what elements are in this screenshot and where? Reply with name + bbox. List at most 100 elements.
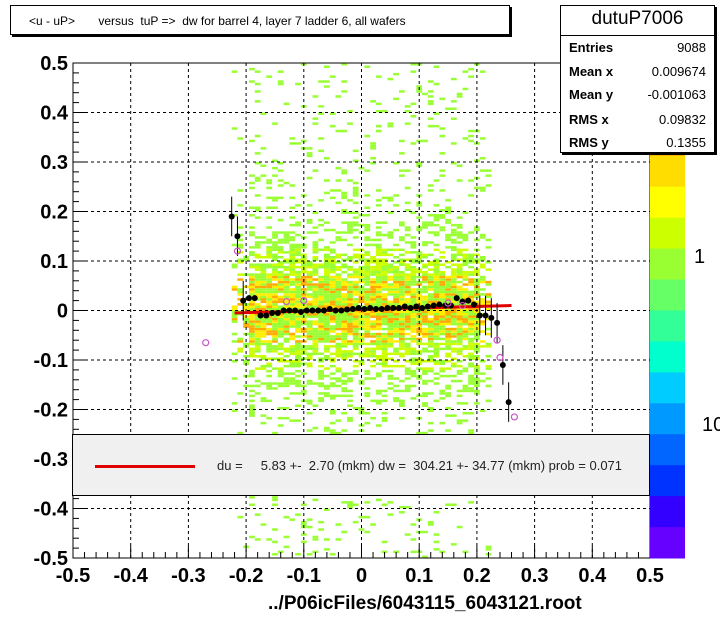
heatmap-cell xyxy=(427,317,434,321)
heatmap-cell xyxy=(272,293,278,296)
heatmap-cell xyxy=(474,325,480,328)
heatmap-cell xyxy=(399,283,405,286)
heatmap-cell xyxy=(335,322,342,326)
heatmap-cell xyxy=(370,295,376,299)
heatmap-cell xyxy=(283,350,290,353)
heatmap-cell xyxy=(318,397,324,400)
heatmap-cell xyxy=(404,317,411,321)
heatmap-cell xyxy=(289,265,296,269)
heatmap-cell xyxy=(439,342,446,346)
heatmap-cell xyxy=(329,357,336,360)
profile-point xyxy=(361,306,368,313)
profile-point xyxy=(315,307,322,314)
heatmap-cell xyxy=(300,253,307,257)
heatmap-cell xyxy=(335,355,342,358)
heatmap-cell xyxy=(243,317,249,321)
heatmap-cell xyxy=(266,313,273,316)
heatmap-cell xyxy=(433,278,440,281)
heatmap-cell xyxy=(468,75,474,78)
heatmap-cell xyxy=(306,308,313,311)
heatmap-cell xyxy=(364,332,371,336)
heatmap-cell xyxy=(370,347,376,351)
heatmap-cell xyxy=(375,340,382,343)
heatmap-cell xyxy=(479,275,486,279)
heatmap-cell xyxy=(456,223,463,227)
heatmap-cell xyxy=(422,253,428,257)
heatmap-cell xyxy=(329,315,336,318)
heatmap-cell xyxy=(433,218,440,222)
heatmap-cell xyxy=(410,310,417,313)
heatmap-cell xyxy=(266,273,273,276)
heatmap-cell xyxy=(445,278,451,281)
heatmap-cell xyxy=(237,204,244,207)
heatmap-cell xyxy=(352,327,359,331)
heatmap-cell xyxy=(300,305,307,308)
heatmap-cell xyxy=(306,303,313,306)
heatmap-cell xyxy=(249,352,255,356)
heatmap-cell xyxy=(289,236,296,239)
heatmap-cell xyxy=(260,320,267,323)
heatmap-cell xyxy=(427,340,434,343)
heatmap-cell xyxy=(462,211,469,214)
heatmap-cell xyxy=(462,270,469,274)
heatmap-cell xyxy=(427,367,434,370)
heatmap-cell xyxy=(249,278,255,281)
heatmap-cell xyxy=(410,335,417,338)
heatmap-cell xyxy=(249,253,255,257)
heatmap-cell xyxy=(283,407,290,410)
heatmap-cell xyxy=(422,290,428,294)
heatmap-cell xyxy=(318,283,324,286)
heatmap-cell xyxy=(474,300,480,304)
heatmap-cell xyxy=(318,275,324,279)
heatmap-cell xyxy=(289,392,296,395)
heatmap-cell xyxy=(358,270,365,274)
heatmap-cell xyxy=(312,498,319,502)
heatmap-cell xyxy=(422,298,428,301)
heatmap-cell xyxy=(433,330,440,333)
heatmap-cell xyxy=(375,204,382,207)
heatmap-cell xyxy=(300,520,307,524)
heatmap-cell xyxy=(462,261,469,264)
heatmap-cell xyxy=(324,288,330,291)
heatmap-cell xyxy=(352,337,359,341)
heatmap-cell xyxy=(266,538,273,541)
heatmap-cell xyxy=(254,298,261,301)
heatmap-cell xyxy=(277,218,284,222)
heatmap-cell xyxy=(272,337,278,341)
heatmap-cell xyxy=(352,340,359,343)
heatmap-cell xyxy=(341,231,348,234)
heatmap-cell xyxy=(364,342,371,346)
heatmap-cell xyxy=(439,300,446,304)
heatmap-cell xyxy=(427,409,434,412)
heatmap-cell xyxy=(404,322,411,326)
heatmap-cell xyxy=(433,337,440,341)
heatmap-cell xyxy=(450,293,457,296)
heatmap-cell xyxy=(266,206,273,209)
heatmap-cell xyxy=(237,337,244,341)
heatmap-cell xyxy=(410,280,417,284)
heatmap-cell xyxy=(335,325,342,328)
heatmap-cell xyxy=(410,211,417,214)
heatmap-cell xyxy=(387,317,394,321)
heatmap-cell xyxy=(254,285,261,289)
heatmap-cell xyxy=(254,243,261,247)
heatmap-cell xyxy=(364,392,371,395)
heatmap-cell xyxy=(283,332,290,336)
heatmap-cell xyxy=(249,374,255,378)
heatmap-cell xyxy=(249,308,255,311)
heatmap-cell xyxy=(375,389,382,393)
heatmap-cell xyxy=(254,275,261,279)
heatmap-cell xyxy=(364,298,371,301)
heatmap-cell xyxy=(375,317,382,321)
heatmap-cell xyxy=(306,357,313,360)
heatmap-cell xyxy=(324,179,330,182)
heatmap-cell xyxy=(341,270,348,274)
heatmap-cell xyxy=(381,293,388,296)
heatmap-cell xyxy=(260,293,267,296)
heatmap-cell xyxy=(283,300,290,304)
heatmap-cell xyxy=(456,352,463,356)
heatmap-cell xyxy=(456,310,463,313)
heatmap-cell xyxy=(277,263,284,266)
heatmap-cell xyxy=(254,538,261,541)
heatmap-cell xyxy=(393,352,399,356)
